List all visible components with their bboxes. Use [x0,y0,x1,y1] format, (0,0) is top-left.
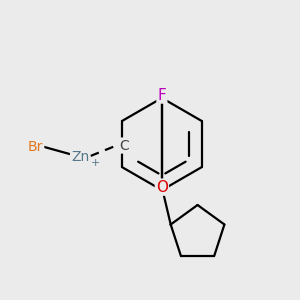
Text: Br: Br [28,140,43,154]
Text: F: F [158,88,166,103]
Text: +: + [91,158,101,168]
Text: O: O [156,180,168,195]
Text: Zn: Zn [71,150,89,164]
Text: C: C [119,139,128,152]
